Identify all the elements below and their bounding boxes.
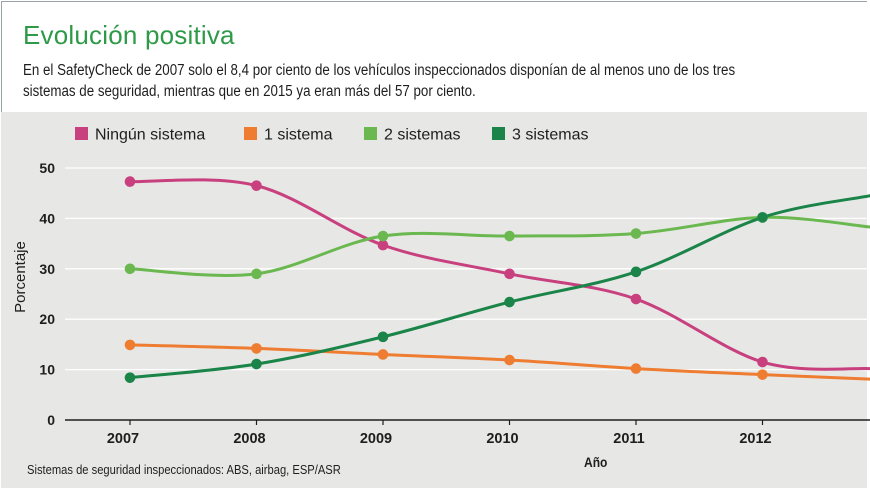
- y-axis-label: Porcentaje: [12, 241, 29, 313]
- chart-subtitle: En el SafetyCheck de 2007 solo el 8,4 po…: [23, 62, 736, 100]
- y-tick-label: 50: [39, 160, 55, 176]
- x-axis-label: Año: [584, 454, 608, 470]
- data-point: [377, 349, 389, 360]
- chart-panel: [1, 112, 867, 488]
- x-tick-label: 2008: [233, 431, 265, 447]
- data-point: [124, 176, 136, 187]
- data-point: [377, 239, 389, 251]
- data-point: [504, 296, 515, 308]
- data-point: [251, 343, 262, 354]
- data-point: [504, 354, 515, 366]
- data-point: [630, 363, 642, 374]
- legend-swatch: [75, 127, 88, 140]
- data-point: [757, 356, 768, 368]
- data-point: [630, 293, 642, 305]
- data-point: [504, 230, 515, 242]
- legend-label: 3 sistemas: [512, 127, 588, 144]
- series-line: [128, 194, 870, 380]
- legend-swatch: [244, 127, 257, 140]
- data-point: [504, 268, 515, 280]
- x-tick-label: 2009: [360, 431, 392, 447]
- y-tick-label: 30: [39, 261, 55, 277]
- data-point: [251, 358, 262, 370]
- data-point: [251, 180, 262, 191]
- footnote: Sistemas de seguridad inspeccionados: AB…: [27, 462, 341, 477]
- grid-lines: [65, 167, 870, 371]
- axes: 0 10 20 30 40 50 2007 2008 2009 2010 2011 2012: [39, 160, 870, 447]
- legend-label: 1 sistema: [264, 127, 333, 144]
- legend-label: Ningún sistema: [95, 127, 205, 144]
- data-point: [630, 228, 642, 239]
- data-point: [124, 372, 136, 383]
- legend: Ningún sistema 1 sistema 2 sistemas 3 siste…: [75, 127, 588, 144]
- y-tick-label: 40: [39, 210, 55, 226]
- x-tick-label: 2011: [613, 431, 644, 447]
- data-point: [124, 263, 136, 275]
- series-points: [124, 176, 768, 383]
- series-line: [128, 215, 870, 277]
- data-point: [757, 369, 768, 380]
- data-point: [377, 230, 389, 242]
- x-tick-label: 2010: [486, 431, 518, 447]
- y-tick-label: 0: [47, 412, 55, 428]
- data-point: [251, 268, 262, 280]
- data-point: [377, 331, 389, 343]
- data-point: [757, 212, 768, 223]
- legend-swatch: [492, 127, 505, 140]
- chart-title: Evolución positiva: [23, 20, 235, 50]
- legend-label: 2 sistemas: [384, 127, 460, 144]
- x-tick-label: 2007: [107, 431, 139, 447]
- data-point: [630, 266, 642, 278]
- y-tick-label: 20: [39, 311, 55, 327]
- series-lines: [128, 178, 870, 381]
- legend-swatch: [364, 127, 377, 140]
- y-tick-label: 10: [39, 362, 55, 378]
- x-tick-label: 2012: [739, 431, 771, 447]
- data-point: [124, 339, 136, 351]
